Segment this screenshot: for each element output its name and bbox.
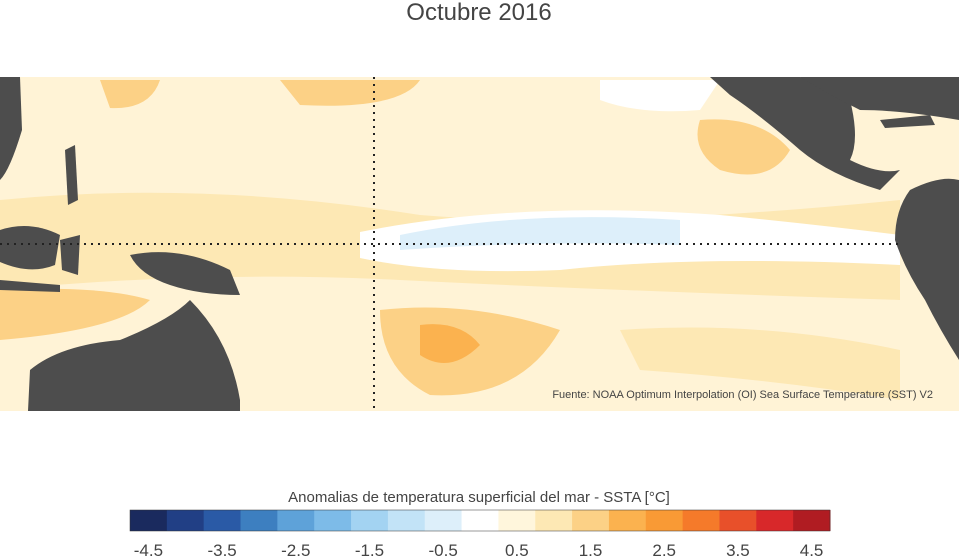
colorbar-bin (682, 510, 720, 531)
colorbar-bin (277, 510, 315, 531)
colorbar-bin (498, 510, 536, 531)
colorbar-bin (535, 510, 573, 531)
colorbar: -4.5 -3.5 -2.5 -1.5 -0.5 0.5 1.5 2.5 3.5 4.5 (129, 509, 831, 557)
colorbar-bin (130, 510, 168, 531)
source-note: Fuente: NOAA Optimum Interpolation (OI) … (552, 389, 933, 401)
colorbar-bin (645, 510, 684, 531)
colorbar-bin (314, 510, 352, 531)
colorbar-tick-label: -1.5 (355, 541, 384, 557)
colorbar-bin (240, 510, 278, 531)
title: Octubre 2016 (406, 0, 551, 26)
colorbar-tick-label: -4.5 (134, 541, 163, 557)
colorbar-bin (166, 510, 205, 531)
colorbar-tick-label: -3.5 (207, 541, 236, 557)
colorbar-bin (793, 510, 831, 531)
colorbar-tick-label: 4.5 (800, 541, 824, 557)
colorbar-bin (572, 510, 610, 531)
colorbar-tick-label: 2.5 (652, 541, 676, 557)
colorbar-tick-label: 3.5 (726, 541, 750, 557)
colorbar-bin (203, 510, 242, 531)
colorbar-tick-label: -0.5 (429, 541, 458, 557)
colorbar-tick-label: -2.5 (281, 541, 310, 557)
colorbar-bin (608, 510, 647, 531)
colorbar-bin (461, 510, 499, 531)
colorbar-bin (756, 510, 794, 531)
colorbar-bin (424, 510, 463, 531)
colorbar-bin (719, 510, 757, 531)
colorbar-bin (351, 510, 389, 531)
colorbar-label: Anomalias de temperatura superficial del… (288, 489, 670, 506)
colorbar-frame (129, 509, 831, 532)
colorbar-tick-label: 1.5 (579, 541, 603, 557)
colorbar-bin (387, 510, 426, 531)
colorbar-tick-label: 0.5 (505, 541, 529, 557)
map (0, 77, 959, 411)
